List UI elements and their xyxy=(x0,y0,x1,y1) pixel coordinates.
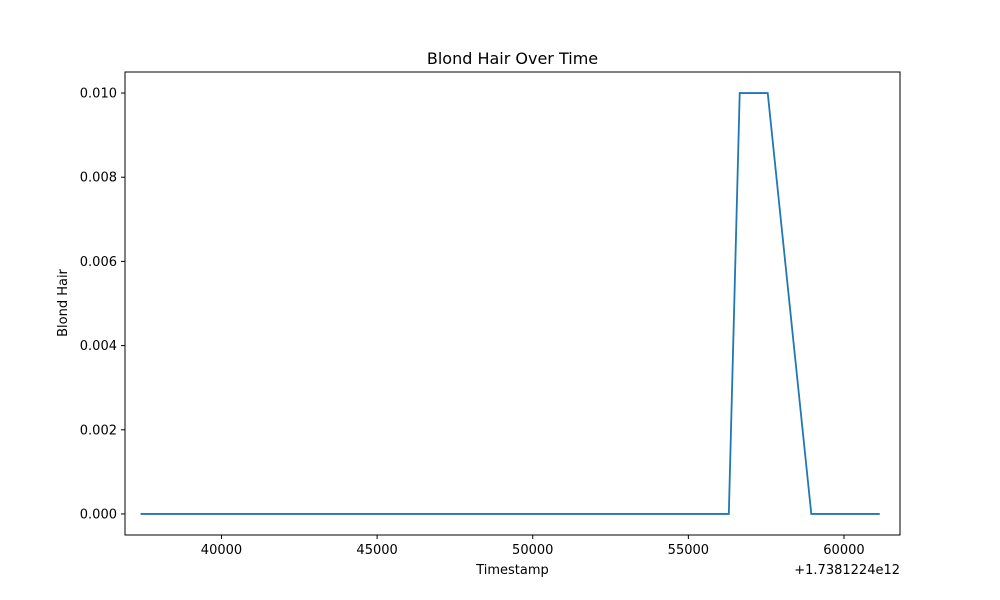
series-line-0 xyxy=(140,92,880,515)
x-axis-offset-label: +1.7381224e12 xyxy=(794,563,900,578)
plot-area: 40000 45000 50000 55000 60000 0.000 0.002 0.004… xyxy=(80,71,901,558)
y-tick-label: 0.008 xyxy=(80,171,117,186)
y-axis-label: Blond Hair xyxy=(56,268,71,336)
x-tick-label: 50000 xyxy=(512,543,553,558)
y-tick-label: 0.010 xyxy=(80,87,117,102)
axes-frame xyxy=(124,71,901,536)
x-tick-label: 55000 xyxy=(668,543,709,558)
x-tick-label: 60000 xyxy=(823,543,864,558)
y-tick-label: 0.002 xyxy=(80,423,117,438)
y-tick-label: 0.006 xyxy=(80,255,117,270)
x-tick-label: 40000 xyxy=(201,543,242,558)
x-tick-label: 45000 xyxy=(356,543,397,558)
y-tick-label: 0.004 xyxy=(80,339,117,354)
chart-title: Blond Hair Over Time xyxy=(427,49,598,68)
x-axis-label: Timestamp xyxy=(475,563,549,578)
y-tick-label: 0.000 xyxy=(80,507,117,522)
